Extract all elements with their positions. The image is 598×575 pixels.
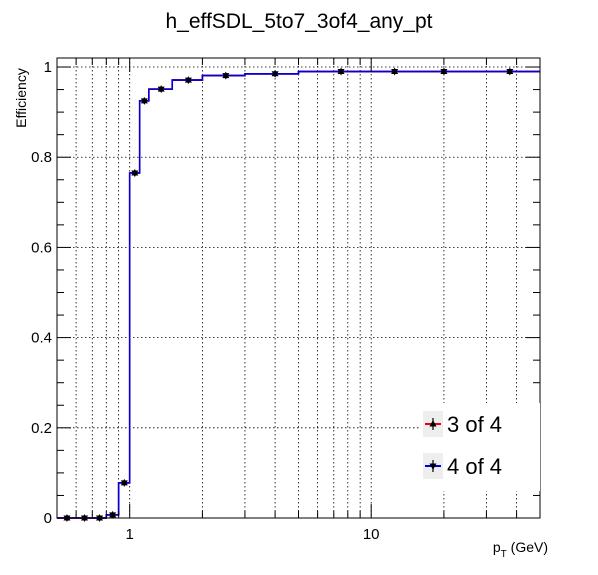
data-point [63, 515, 71, 522]
legend-marker [429, 420, 437, 427]
x-axis-label-sub: T [501, 549, 507, 560]
y-tick-label: 0 [44, 510, 52, 527]
x-tick-label: 1 [126, 526, 134, 543]
y-tick-label: 0.4 [31, 330, 52, 347]
x-tick-label: 10 [363, 526, 380, 543]
data-point [440, 69, 448, 76]
x-axis-label-main: p [493, 539, 501, 555]
data-point [96, 515, 104, 522]
data-point [506, 69, 514, 76]
axis-ticks [56, 58, 541, 519]
y-tick-label: 1 [44, 59, 52, 76]
data-point [120, 480, 128, 487]
x-axis-label-unit: (GeV) [507, 539, 548, 555]
data-point [391, 69, 399, 76]
legend-label: 4 of 4 [447, 454, 502, 479]
data-point [337, 69, 345, 76]
y-tick-label: 0.6 [31, 239, 52, 256]
data-point [222, 73, 230, 80]
axis-tick-labels: 1 10 0 0.2 0.4 0.6 0.8 1 [31, 59, 379, 543]
chart-title: h_effSDL_5to7_3of4_any_pt [165, 10, 432, 33]
y-tick-label: 0.8 [31, 149, 52, 166]
data-point [157, 86, 165, 94]
y-axis-label: Efficiency [13, 68, 29, 128]
data-point [131, 170, 139, 177]
data-point [140, 98, 148, 105]
data-point [271, 71, 279, 78]
legend: 3 of 4 4 of 4 [420, 403, 540, 491]
data-point [109, 512, 117, 519]
x-axis-label: pT (GeV) [493, 539, 548, 560]
y-tick-label: 0.2 [31, 420, 52, 437]
data-point [184, 77, 192, 85]
legend-label: 3 of 4 [447, 412, 502, 437]
legend-marker [429, 463, 437, 470]
data-point [81, 515, 89, 522]
